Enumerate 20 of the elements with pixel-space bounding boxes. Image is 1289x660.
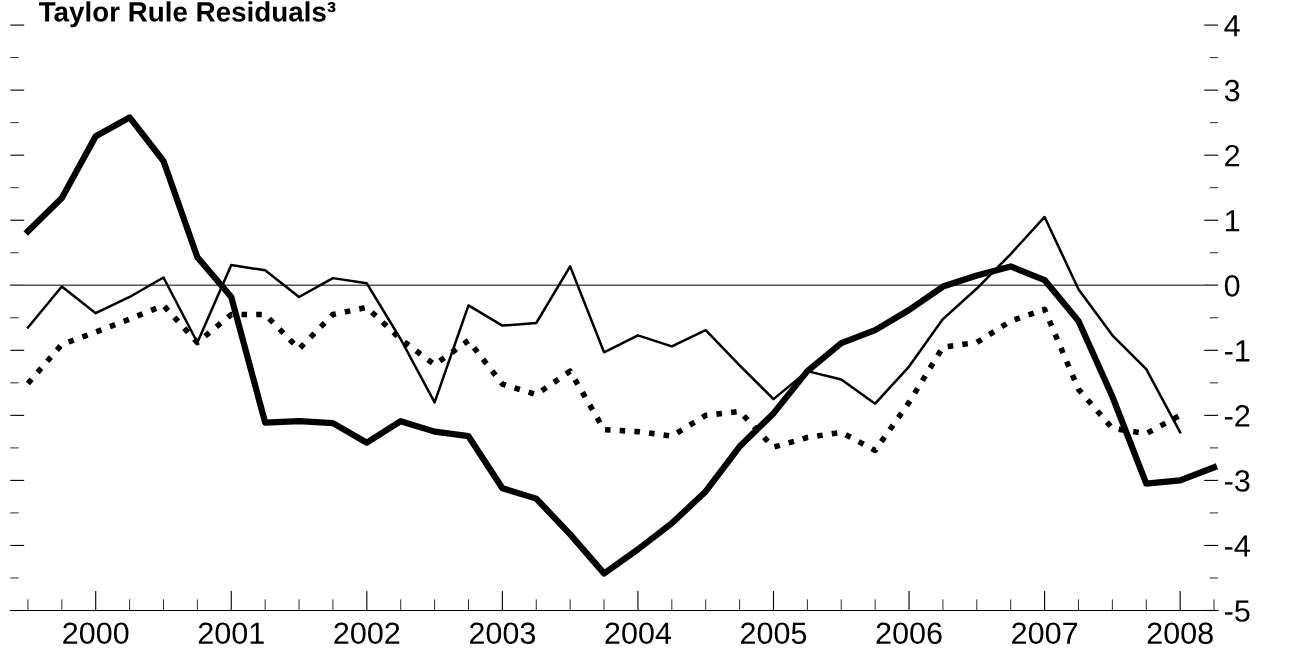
x-tick-label: 2003 — [469, 622, 536, 645]
x-tick-label: 2002 — [334, 622, 400, 645]
x-tick-label: 2007 — [1012, 622, 1078, 645]
y-tick-label: -1 — [1225, 340, 1250, 362]
x-tick-label: 2000 — [63, 622, 129, 645]
x-tick-label: 2005 — [741, 622, 807, 645]
x-tick-label: 2001 — [198, 622, 264, 645]
y-tick-label: 3 — [1224, 79, 1240, 102]
x-tick-label: 2004 — [605, 622, 672, 645]
x-tick-label: 2006 — [876, 622, 942, 645]
y-tick-label: -3 — [1225, 470, 1250, 492]
y-tick-label: -5 — [1225, 600, 1250, 622]
y-tick-label: -4 — [1225, 535, 1250, 557]
y-tick-label: 2 — [1225, 144, 1240, 167]
chart-title: Taylor Rule Residuals³ — [38, 1, 336, 28]
x-tick-label: 2008 — [1147, 622, 1213, 645]
y-tick-label: -2 — [1225, 405, 1250, 427]
y-tick-label: 4 — [1224, 15, 1240, 37]
y-tick-label: 1 — [1225, 210, 1240, 232]
y-tick-label: 0 — [1224, 275, 1240, 297]
